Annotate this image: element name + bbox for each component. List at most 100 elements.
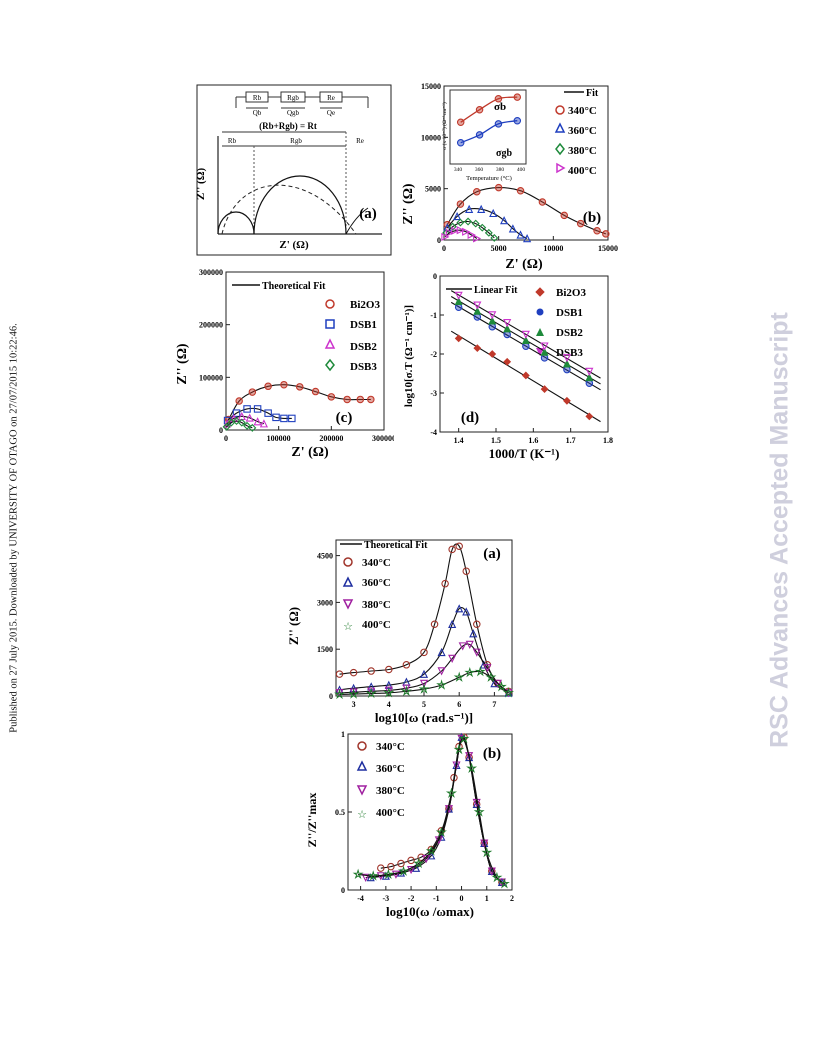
fig2a-xtick-label: 4	[387, 700, 391, 709]
fig1d-ytick-label: 0	[433, 272, 437, 281]
segment-label-rgb: Rgb	[290, 137, 302, 145]
fig2b-legend: 340°C 360°C 380°C ☆ 400°C	[356, 741, 405, 821]
fig1b-point	[465, 204, 474, 213]
fig2b-point	[481, 846, 493, 858]
fig1d-legend-dsb1: DSB1	[556, 307, 583, 319]
fig2b-point	[425, 845, 437, 856]
fig2a-point	[335, 670, 344, 678]
fig1d-legend-dsb2: DSB2	[556, 327, 583, 339]
fig2b-point	[498, 878, 510, 889]
fig2a-point	[436, 679, 448, 690]
fig1d-point	[562, 354, 572, 363]
fig1d-ylabel: log10[σ.T (Ω⁻¹ cm⁻¹)]	[403, 305, 415, 407]
fig1d-point	[585, 367, 594, 376]
fig1d-xtick-label: 1.5	[491, 436, 501, 445]
legend-marker	[343, 557, 353, 567]
fig1c-point	[280, 414, 288, 423]
fig1b-inset-point	[475, 105, 484, 114]
fig2a-tag: (a)	[483, 546, 501, 562]
fig1d-point	[563, 396, 571, 405]
circuit-label-rb: Rb	[253, 94, 262, 102]
fig1c-xtick-label: 300000	[372, 434, 394, 443]
fig2b-ytick-label: 0	[341, 886, 345, 895]
fig2a-point	[453, 671, 465, 682]
fig1d-point	[521, 336, 530, 345]
fig2b-point	[407, 856, 415, 865]
fig2a-point	[474, 665, 486, 677]
fig2b-point	[465, 752, 474, 761]
fig1d-legend-bi2o3: Bi2O3	[556, 287, 586, 299]
fig1b-point	[467, 230, 476, 239]
fig1c-point	[248, 423, 257, 432]
segment-label-rb: Rb	[228, 137, 237, 145]
fig1b-tag: (b)	[583, 210, 601, 226]
fig2b-point	[382, 868, 394, 880]
fig2-panel-a: Z'' (Ω) log10[ω (rad.s⁻¹)] (a) Theoretic…	[280, 530, 520, 728]
fig1d-xtick-label: 1.4	[454, 436, 464, 445]
fig2a-legend: Theoretical Fit 340°C 360°C 380°C ☆ 400°…	[340, 540, 428, 633]
fig1d-point	[454, 297, 463, 306]
fig1b-inset-line	[460, 96, 518, 123]
fig2a-legend-fit: Theoretical Fit	[364, 540, 428, 551]
fig2a-point	[483, 664, 492, 673]
fig1c-point	[243, 421, 252, 430]
fig2a-ytick-label: 3000	[317, 598, 333, 607]
fig2a-point	[402, 684, 411, 693]
fig2a-point	[462, 567, 470, 575]
fig1d-point	[521, 330, 530, 339]
fig1b-inset-point	[475, 131, 484, 139]
fig2a-point	[503, 687, 515, 698]
legend-marker	[555, 105, 565, 115]
fig1c-point	[311, 387, 320, 396]
fig2b-point	[413, 857, 425, 869]
legend-marker	[556, 162, 566, 174]
fig1d-point	[473, 344, 482, 353]
circuit-label-re: Re	[327, 94, 335, 102]
fig2b-xlabel: log10(ω /ωmax)	[386, 904, 474, 919]
fig1b-inset-point	[494, 94, 503, 103]
fig1b-ytick-label: 0	[437, 236, 441, 245]
resistor-rb	[245, 91, 269, 103]
fig2a-fit-curve	[339, 543, 509, 692]
fig1a-xlabel: Z' (Ω)	[279, 239, 309, 251]
fig2b-point	[387, 862, 395, 871]
fig1b-inset-point	[513, 116, 522, 125]
fig1c-point	[280, 380, 288, 389]
fig1b-inset-label-sigma-gb: σgb	[496, 148, 512, 159]
fig1c-point	[356, 395, 365, 404]
fig2a-point	[348, 688, 360, 699]
fig1b-xlabel: Z' (Ω)	[505, 257, 543, 272]
fig1b-inset-point	[513, 93, 522, 101]
fig1b-point	[489, 208, 498, 218]
fig2b-legend-360: 360°C	[376, 763, 405, 775]
fig1b-fit-curve	[444, 229, 478, 239]
fig1c-point	[264, 409, 272, 417]
sum-label: (Rb+Rgb) = Rt	[259, 121, 317, 131]
fig2b-xtick-label: 1	[485, 894, 489, 903]
fig1d-point	[503, 319, 512, 328]
fig1c-legend-fit: Theoretical Fit	[262, 281, 326, 292]
fig1d-ytick-label: -1	[430, 311, 437, 320]
fig1d-ytick-label: -4	[430, 428, 437, 437]
fig1c-legend-dsb2: DSB2	[350, 341, 377, 353]
fig1c-fit-curve	[226, 415, 265, 425]
fig2b-point	[457, 734, 466, 744]
fig1d-point	[488, 350, 497, 358]
fig1-panel-b: Temperature (°C) σ (x 10⁻⁷) (Ω⁻¹cm⁻¹) 34…	[396, 76, 618, 272]
legend-marker	[325, 358, 335, 372]
fig2b-xtick-label: -4	[357, 894, 364, 903]
fig2a-xtick-label: 6	[457, 700, 461, 709]
fig2b-chart: Z''/Z''max log10(ω /ωmax) (b) 340°C 360°…	[305, 730, 514, 919]
fig1b-point	[456, 226, 465, 235]
fig1c-point	[259, 419, 269, 428]
fig1c-ytick-label: 0	[219, 426, 223, 435]
fig2a-point	[402, 661, 411, 669]
fig2a-xlabel: log10[ω (rad.s⁻¹)]	[375, 710, 473, 725]
fig2a-point	[464, 666, 476, 678]
fig1b-point	[445, 228, 454, 237]
fig1d-point	[540, 342, 549, 351]
fig1d-legend: Linear Fit Bi2O3 DSB1 DSB2 DSB3	[446, 285, 586, 359]
fig2a-point	[365, 687, 377, 699]
fig1b-point	[462, 227, 471, 236]
fig1d-point	[585, 412, 594, 421]
